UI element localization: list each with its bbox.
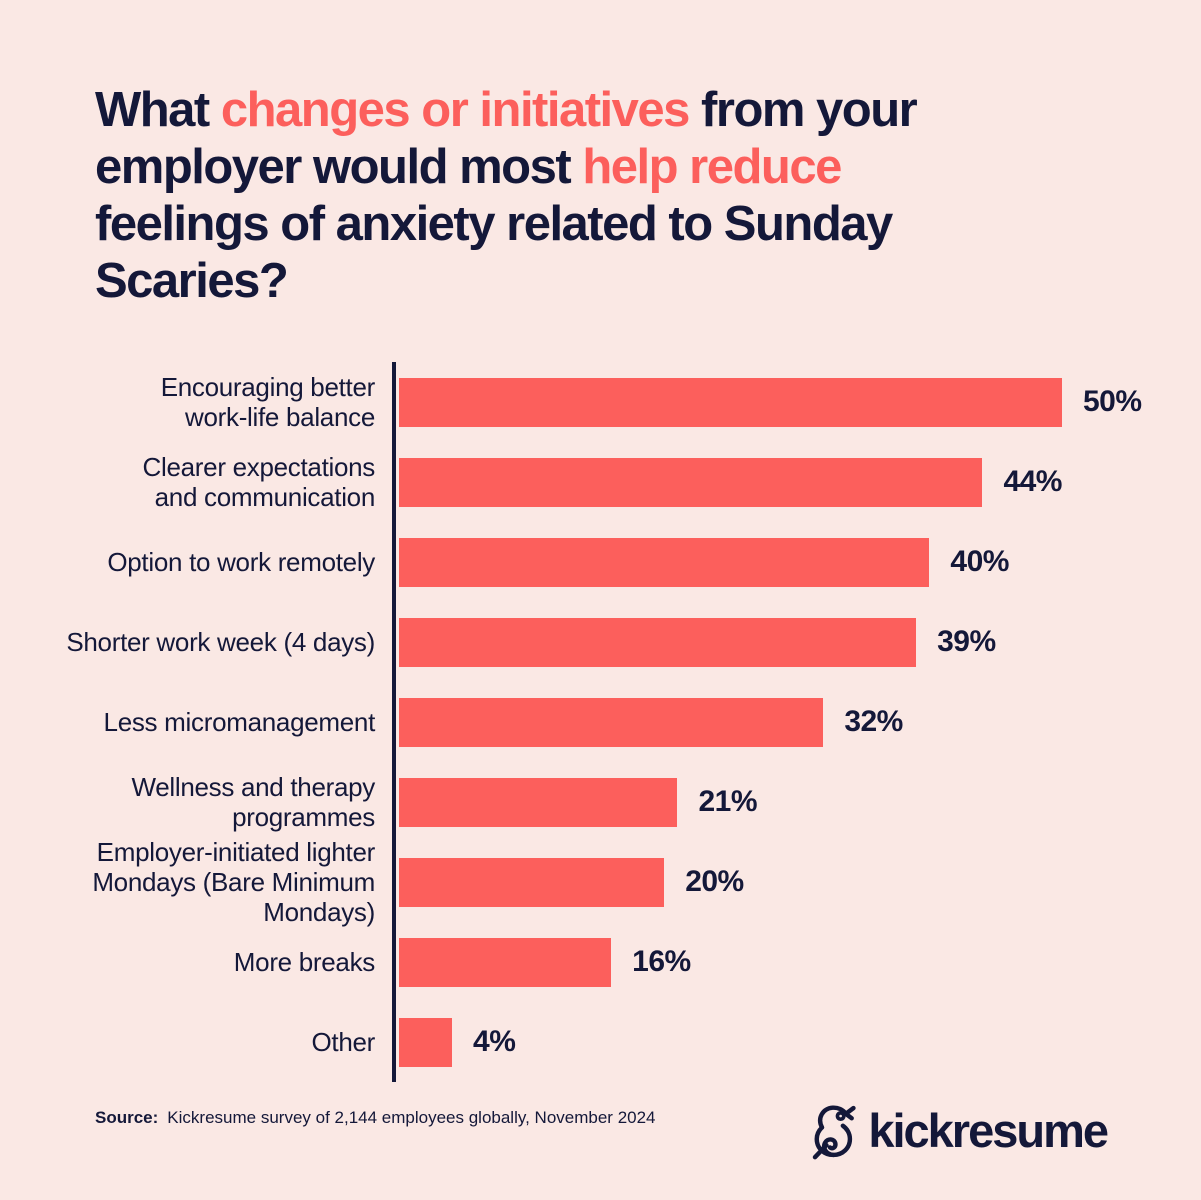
- chameleon-icon: [813, 1104, 856, 1159]
- chart-row: Clearer expectations and communication 44…: [0, 442, 1201, 522]
- chart-row: More breaks 16%: [0, 922, 1201, 1002]
- value-label: 44%: [1003, 465, 1062, 498]
- title-text: from your: [688, 83, 918, 137]
- category-label-text: Clearer expectations and communication: [142, 452, 376, 512]
- category-label: Clearer expectations and communication: [0, 452, 392, 512]
- category-label: Encouraging better work-life balance: [0, 372, 392, 432]
- bar-group: 39%: [399, 617, 996, 667]
- bar-group: 20%: [399, 857, 744, 907]
- category-label: Option to work remotely: [0, 547, 392, 577]
- source-note: Source: Kickresume survey of 2,144 employ…: [95, 1106, 656, 1130]
- bar-group: 4%: [399, 1017, 516, 1067]
- bar: [399, 1017, 453, 1067]
- bar-group: 16%: [399, 937, 691, 987]
- bar: [399, 457, 983, 507]
- category-label-text: Shorter work week (4 days): [66, 627, 375, 657]
- title-text: feelings of anxiety related to Sunday: [95, 197, 893, 251]
- category-label: Wellness and therapy programmes: [0, 772, 392, 832]
- category-label-text: Employer-initiated lighter Mondays (Bare…: [92, 837, 375, 927]
- title-line: What changes or initiatives from your: [95, 82, 1115, 139]
- kickresume-logo: kickresume: [811, 1101, 1109, 1161]
- source-label: Source:: [95, 1108, 159, 1127]
- bar-group: 40%: [399, 537, 1009, 587]
- title-text: employer would most: [95, 140, 583, 194]
- chart-row: Encouraging better work-life balance 50%: [0, 362, 1201, 442]
- chart-rows: Encouraging better work-life balance 50% C…: [0, 362, 1201, 1082]
- bar-group: 32%: [399, 697, 903, 747]
- page-title: What changes or initiatives from your emp…: [95, 82, 1115, 310]
- title-line: employer would most help reduce: [95, 139, 1115, 196]
- value-label: 4%: [473, 1025, 516, 1058]
- title-line: Scaries?: [95, 253, 1115, 310]
- bar-chart: Encouraging better work-life balance 50% C…: [0, 362, 1201, 1082]
- category-label-text: More breaks: [233, 947, 376, 977]
- value-label: 50%: [1083, 385, 1142, 418]
- bar-group: 44%: [399, 457, 1062, 507]
- category-label: Other: [0, 1027, 392, 1057]
- chart-row: Other 4%: [0, 1002, 1201, 1082]
- chart-row: Option to work remotely 40%: [0, 522, 1201, 602]
- bar-group: 21%: [399, 777, 757, 827]
- title-accent-text: changes or initiatives: [220, 83, 691, 137]
- value-label: 39%: [937, 625, 996, 658]
- value-label: 21%: [698, 785, 757, 818]
- bar: [399, 537, 930, 587]
- source-text: Kickresume survey of 2,144 employees glo…: [167, 1108, 656, 1127]
- category-label-text: Wellness and therapy programmes: [131, 772, 375, 832]
- category-label: Less micromanagement: [0, 707, 392, 737]
- bar: [399, 697, 824, 747]
- title-text: Scaries?: [95, 254, 289, 308]
- bar: [399, 857, 665, 907]
- category-label-text: Less micromanagement: [103, 707, 376, 737]
- category-label: Shorter work week (4 days): [0, 627, 392, 657]
- title-line: feelings of anxiety related to Sunday: [95, 196, 1115, 253]
- bar: [399, 617, 917, 667]
- chart-row: Less micromanagement 32%: [0, 682, 1201, 762]
- category-label-text: Other: [311, 1027, 375, 1057]
- value-label: 40%: [950, 545, 1009, 578]
- bar: [399, 777, 678, 827]
- value-label: 16%: [632, 945, 691, 978]
- chart-row: Wellness and therapy programmes 21%: [0, 762, 1201, 842]
- title-text: What: [95, 83, 221, 137]
- category-label-text: Option to work remotely: [107, 547, 375, 577]
- category-label: Employer-initiated lighter Mondays (Bare…: [0, 837, 392, 927]
- chart-row: Employer-initiated lighter Mondays (Bare…: [0, 837, 1201, 927]
- chart-row: Shorter work week (4 days) 39%: [0, 602, 1201, 682]
- bar: [399, 377, 1062, 427]
- title-accent-text: help reduce: [582, 140, 842, 194]
- bar: [399, 937, 612, 987]
- bar-group: 50%: [399, 377, 1142, 427]
- value-label: 32%: [844, 705, 903, 738]
- category-label-text: Encouraging better work-life balance: [160, 372, 376, 432]
- brand-wordmark: kickresume: [868, 1104, 1109, 1157]
- category-label: More breaks: [0, 947, 392, 977]
- y-axis-line: [392, 362, 396, 1082]
- value-label: 20%: [685, 865, 744, 898]
